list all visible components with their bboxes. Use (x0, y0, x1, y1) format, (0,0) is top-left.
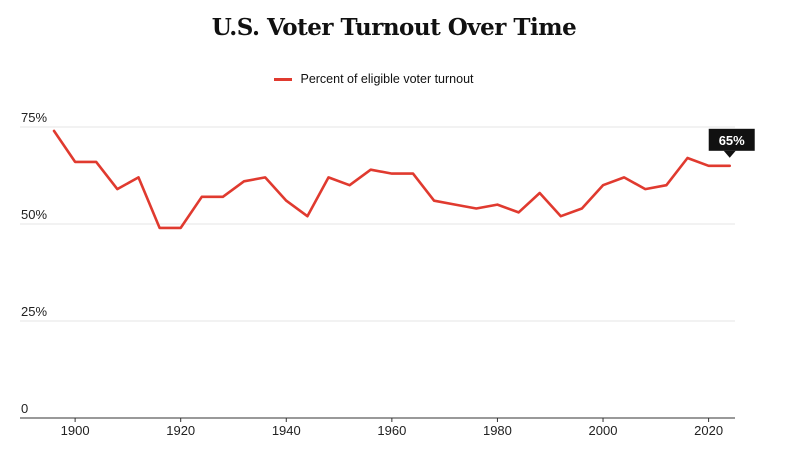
legend-label: Percent of eligible voter turnout (300, 72, 474, 86)
series-lines (52, 129, 732, 230)
x-tick-label-1940: 1940 (272, 423, 301, 438)
callout-box (708, 128, 755, 151)
y-tick-label-50: 50% (21, 207, 47, 222)
x-tick-label-2020: 2020 (694, 423, 723, 438)
legend: Percent of eligible voter turnout (0, 72, 788, 86)
legend-swatch (274, 77, 293, 81)
x-axis-labels: 1900 1920 1940 1960 1980 2000 2020 (61, 423, 723, 438)
series-line-0 (52, 129, 732, 230)
grid-lines (20, 126, 735, 322)
x-tick-label-1960: 1960 (377, 423, 406, 438)
value-callout: 65% (708, 128, 755, 158)
axes (20, 417, 735, 422)
y-tick-label-25: 25% (21, 304, 47, 319)
x-tick-label-1920: 1920 (166, 423, 195, 438)
y-tick-label-75: 75% (21, 110, 47, 125)
x-tick-label-1900: 1900 (61, 423, 90, 438)
callout-pointer (723, 150, 736, 158)
chart-title: U.S. Voter Turnout Over Time (211, 14, 577, 41)
y-axis-labels: 0 25% 50% 75% (21, 110, 47, 416)
callout-label: 65% (719, 133, 745, 148)
x-tick-label-2000: 2000 (589, 423, 618, 438)
annotation: 65% (708, 128, 755, 158)
y-tick-label-0: 0 (21, 401, 28, 416)
x-tick-label-1980: 1980 (483, 423, 512, 438)
